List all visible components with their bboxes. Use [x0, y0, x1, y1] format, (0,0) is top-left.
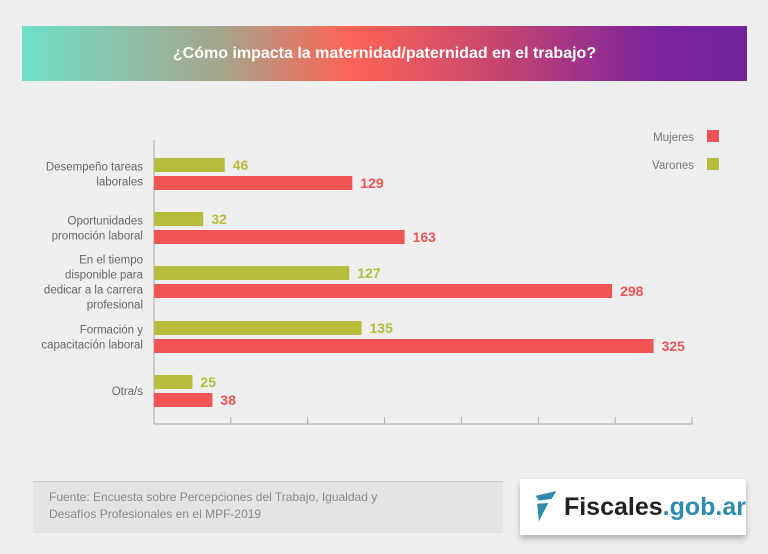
bar-mujeres	[154, 284, 613, 298]
data-label: 127	[357, 265, 381, 281]
source-line: Fuente: Encuesta sobre Percepciones del …	[49, 490, 378, 504]
logo-suffix: .gob.ar	[662, 492, 746, 521]
data-label: 46	[233, 157, 249, 173]
category-label: En el tiempo disponible para dedicar a la …	[44, 255, 144, 312]
bar-mujeres	[154, 176, 353, 190]
data-label: 135	[370, 320, 394, 336]
logo-text: Fiscales	[563, 492, 663, 521]
category-label: Formación y capacitación laboral	[41, 325, 143, 352]
legend-swatch	[707, 158, 719, 170]
chart-title: ¿Cómo impacta la maternidad/paternidad e…	[172, 44, 597, 62]
bar-mujeres	[154, 230, 405, 244]
bar-varones	[154, 158, 225, 172]
bar-varones	[154, 266, 350, 280]
data-label: 129	[360, 175, 384, 191]
bar-varones	[154, 212, 204, 226]
logo-mark-icon	[535, 491, 557, 522]
bar-varones	[154, 321, 362, 335]
bar-mujeres	[154, 339, 654, 353]
data-label: 325	[662, 338, 686, 354]
source-line: Desafíos Profesionales en el MPF-2019	[49, 507, 262, 521]
legend-swatch	[707, 130, 719, 142]
legend-label: Mujeres	[653, 132, 694, 144]
data-label: 25	[200, 374, 216, 390]
source-note: Fuente: Encuesta sobre Percepciones del …	[33, 481, 503, 533]
category-label: Desempeño tareas laborales	[46, 162, 143, 189]
bar-varones	[154, 375, 193, 389]
data-label: 32	[211, 211, 227, 227]
fiscales-logo: Fiscales.gob.ar	[520, 479, 746, 535]
chart-title-banner: ¿Cómo impacta la maternidad/paternidad e…	[22, 26, 747, 81]
category-label: Otra/s	[112, 386, 144, 398]
data-label: 298	[620, 283, 644, 299]
legend-label: Varones	[652, 160, 694, 172]
category-label: Oportunidades promoción laboral	[52, 216, 144, 243]
bar-mujeres	[154, 393, 213, 407]
data-label: 163	[413, 229, 437, 245]
data-label: 38	[220, 392, 236, 408]
